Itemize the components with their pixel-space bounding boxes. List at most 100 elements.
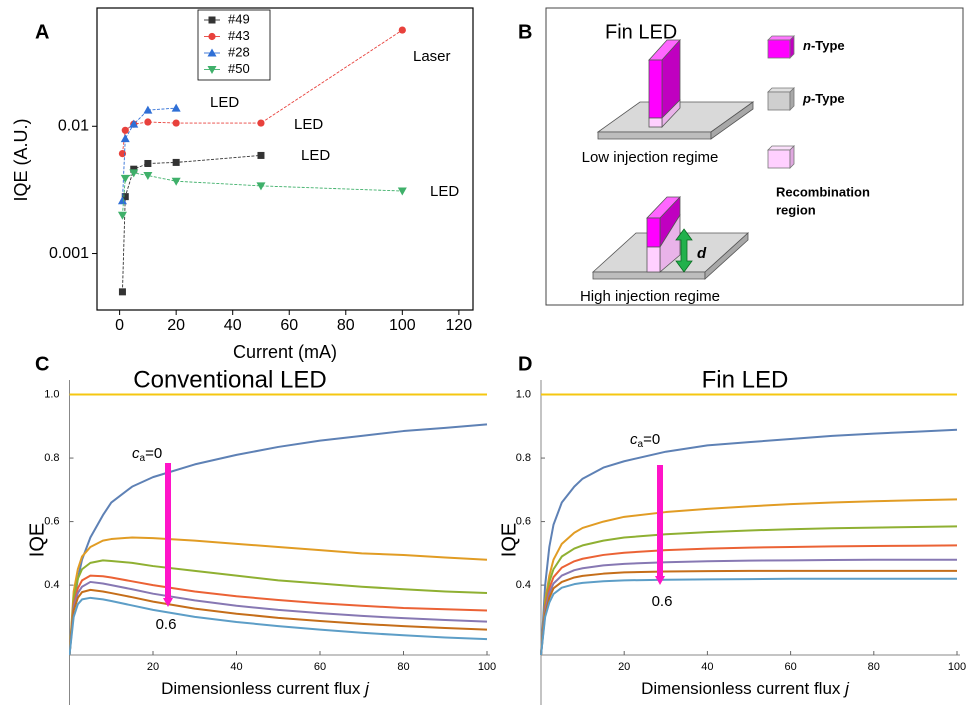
series-line [541,430,957,655]
legend-var: p [802,91,811,106]
marker [172,104,181,112]
y-axis-label: IQE [26,523,48,557]
y-axis-label: IQE [498,523,520,557]
y-tick-label: 1.0 [516,388,531,400]
legend-text: region [776,202,816,217]
annotation: LED [210,94,239,111]
marker [144,118,151,125]
y-tick-label: 0.8 [516,452,531,464]
x-tick-label: 60 [784,661,796,673]
marker [398,188,407,196]
marker [121,134,130,142]
series-line [541,499,957,655]
legend: #49 #43#28 #50 [198,10,270,80]
legend-label: #28 [228,44,250,59]
series-line [122,155,261,291]
curve-label-rest: =0 [643,431,660,448]
panel-b: B Fin LED Low injection regime d Hi [518,8,963,305]
legend-text: Recombination [776,184,870,199]
chart-title: Conventional LED [133,366,326,393]
x-tick-label: 0 [115,317,124,334]
legend-label: #43 [228,28,250,43]
panel-label: A [35,21,49,43]
x-tick-label: 40 [701,661,713,673]
marker [119,288,126,295]
y-tick-label: 1.0 [44,388,59,400]
series-line [541,579,957,655]
legend-rest: -Type [811,38,845,53]
marker [121,175,130,183]
x-axis-label-text: Current (mA) [233,342,337,362]
arrow-shaft [165,463,171,599]
marker [172,178,181,186]
series-line [541,545,957,655]
y-axis-label: IQE (A.U.) [11,118,31,201]
annotation: LED [430,183,459,200]
x-axis-label: Dimensionless current flux j [641,679,850,698]
arrow-shaft [657,465,663,577]
legend-label: #49 [228,11,250,26]
marker [144,160,151,167]
x-tick-label: 100 [948,661,966,673]
marker [122,127,129,134]
series-line [541,571,957,655]
x-axis-label-var: j [363,679,370,698]
low-injection-label: Low injection regime [582,149,719,166]
legend-cubes [768,36,794,168]
panel-label: B [518,21,532,43]
marker [173,119,180,126]
plot-area [541,395,957,655]
series-line [70,576,488,655]
diagram-title: Fin LED [605,21,677,43]
legend-rest: -Type [811,91,845,106]
chart-title: Fin LED [702,366,789,393]
x-tick-label: 80 [868,661,880,673]
x-tick-label: 100 [478,661,496,673]
plot-area [70,395,488,655]
x-tick-label: 60 [314,661,326,673]
y-tick-label: 0.4 [516,579,531,591]
x-axis-label-var: j [843,679,850,698]
series-line [122,173,402,215]
panel: A0204060801001200.0010.01IQE (A.U.)Curre… [11,8,473,362]
x-tick-label: 20 [167,317,185,334]
marker [143,106,152,114]
x-tick-label: 120 [446,317,473,334]
panel-label: D [518,353,532,375]
x-axis-label: Current (mA) [233,342,337,362]
curve-label-rest: =0 [145,445,162,462]
x-tick-label: 100 [389,317,416,334]
y-tick-label: 0.8 [44,452,59,464]
legend-label: #50 [228,61,250,76]
marker [173,159,180,166]
annotation: Laser [413,48,451,65]
x-tick-label: 80 [337,317,355,334]
x-tick-label: 40 [224,317,242,334]
legend-text: n-Type [803,38,845,53]
x-tick-label: 80 [397,661,409,673]
legend-text: p-Type [802,91,845,106]
marker [208,33,215,40]
distance-label: d [697,245,707,262]
curve-label: ca=0 [630,431,660,450]
panel: C Conventional LED 20 40 60 80 100 0.4 0.6 0.8 1.0… [26,353,496,705]
marker [257,152,264,159]
panel-label: C [35,353,49,375]
annotation: LED [294,116,323,133]
y-tick-label: 0.001 [49,245,89,262]
x-axis-label-text: Dimensionless current flux [641,679,841,698]
marker [209,17,216,24]
annotation: LED [301,147,330,164]
y-tick-label: 0.01 [58,117,89,134]
arrow-end-label: 0.6 [156,616,177,633]
marker [118,212,127,220]
legend-var: n [803,38,811,53]
x-tick-label: 40 [230,661,242,673]
x-axis-label-text: Dimensionless current flux [161,679,361,698]
y-tick-label: 0.4 [44,579,59,591]
x-tick-label: 20 [147,661,159,673]
marker [257,119,264,126]
curve-label: ca=0 [132,445,162,464]
x-tick-label: 20 [618,661,630,673]
